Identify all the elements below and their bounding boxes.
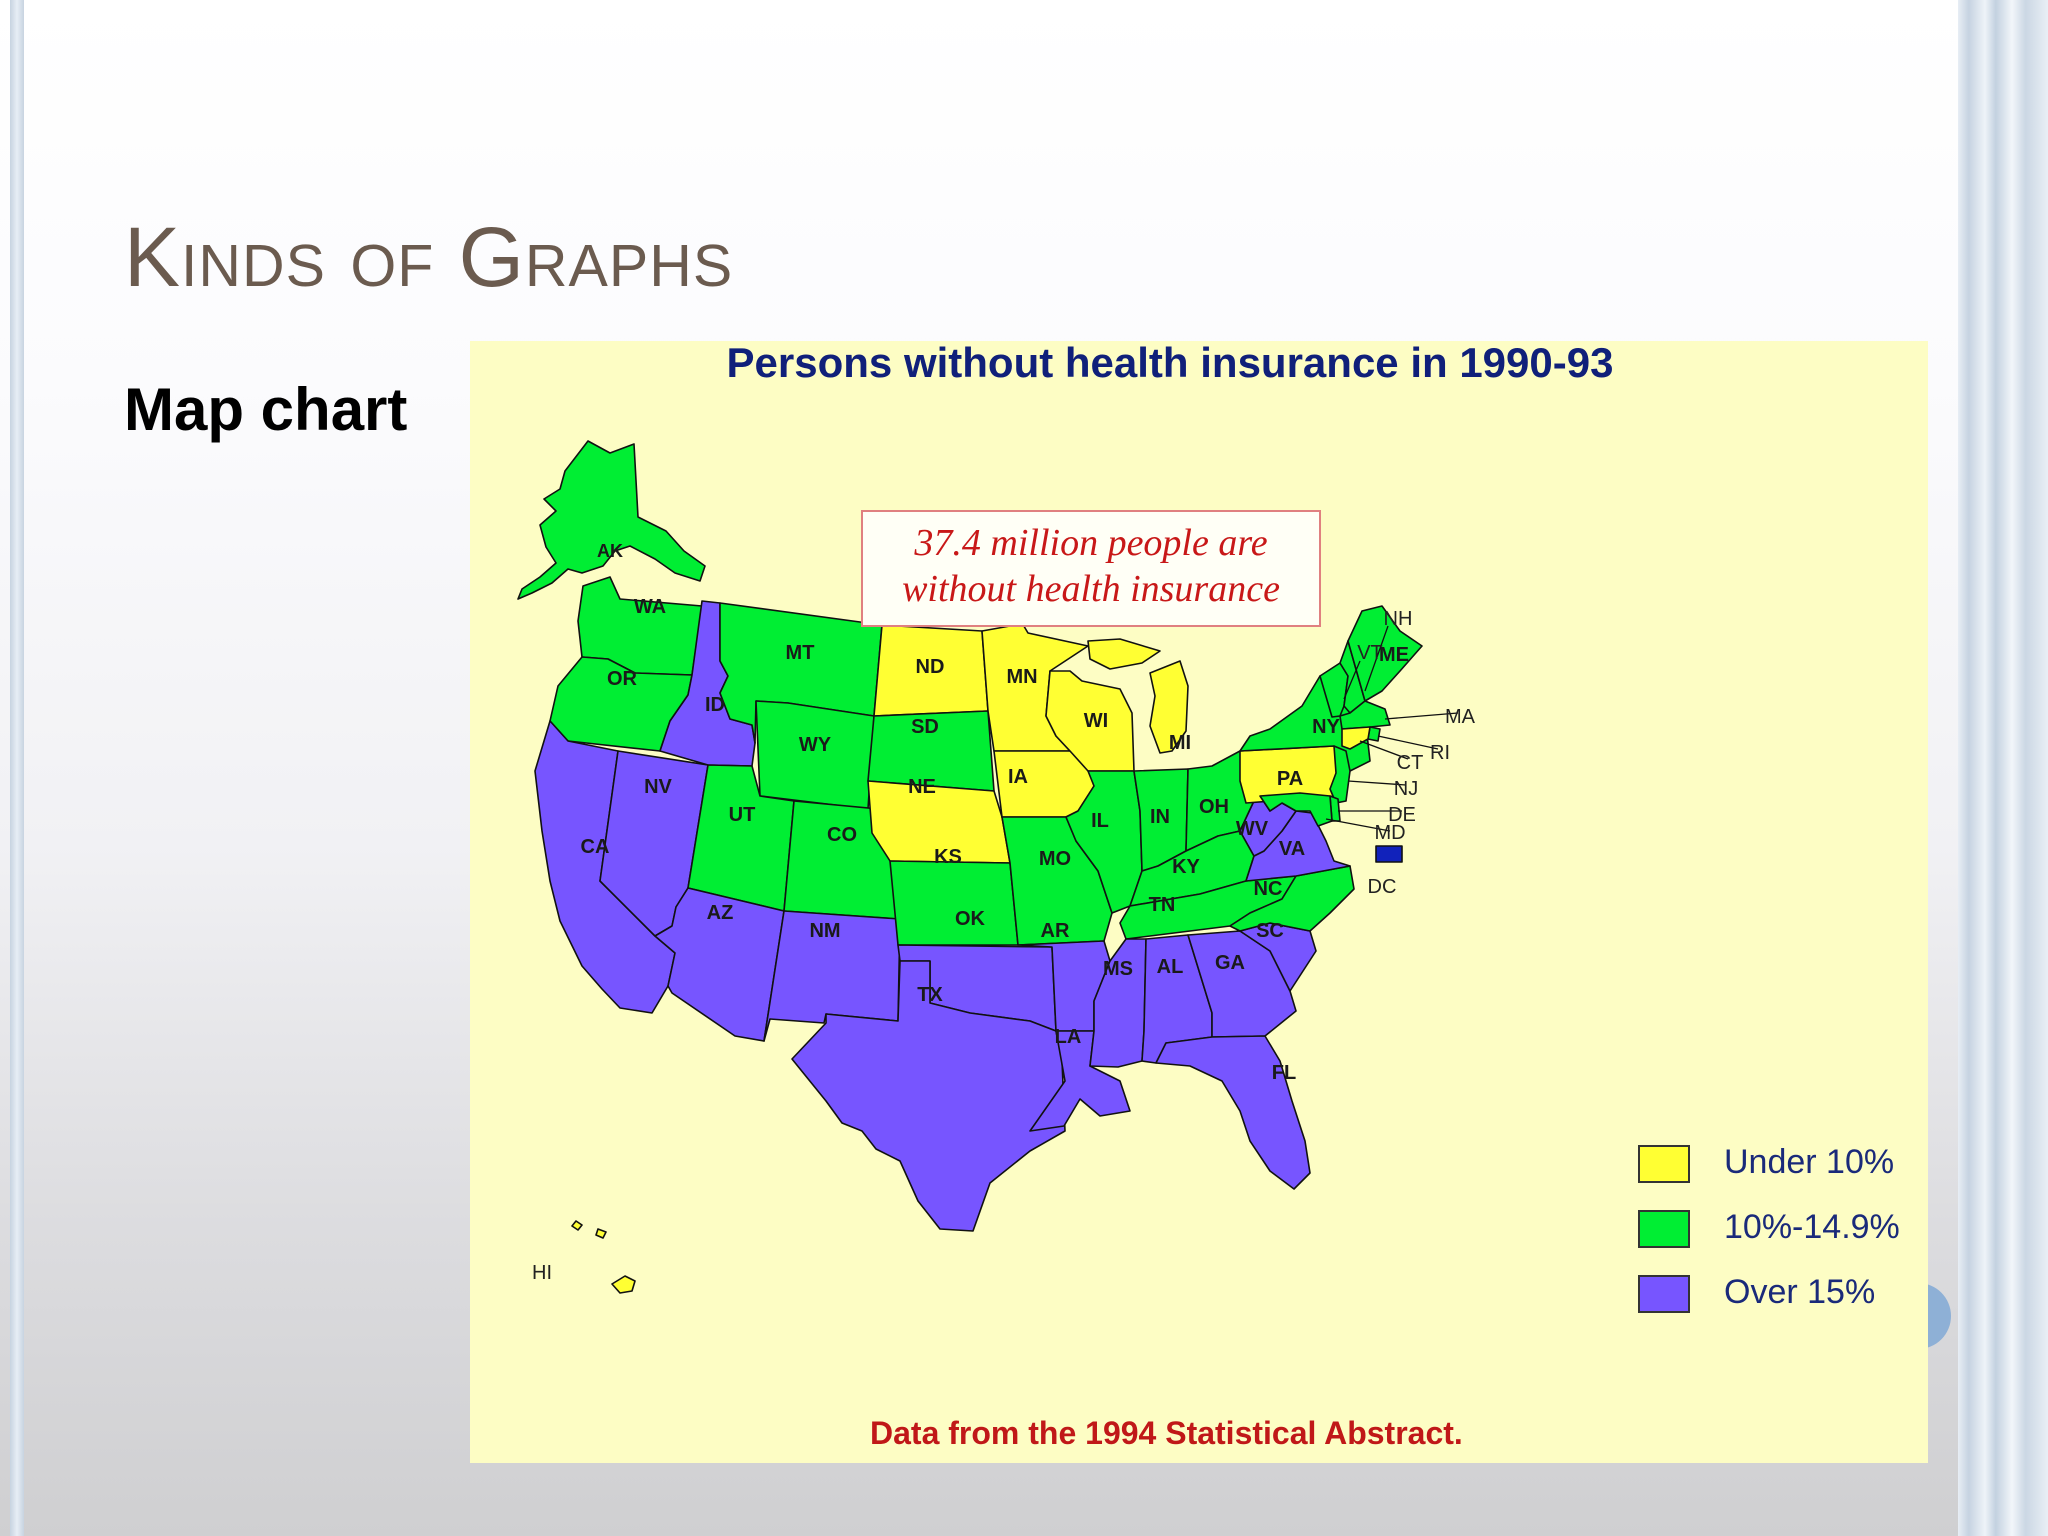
legend-swatch-yellow <box>1638 1145 1690 1183</box>
state-ks <box>889 860 1019 946</box>
state-label-me: ME <box>1379 644 1409 666</box>
state-label-ut: UT <box>729 804 756 826</box>
state-label-de: DE <box>1388 804 1416 826</box>
state-label-ms: MS <box>1103 958 1133 980</box>
slide-frame-right <box>1958 0 2048 1536</box>
legend-item-mid: 10%-14.9% <box>1638 1204 1928 1254</box>
state-label-id: ID <box>705 694 725 716</box>
state-label-ar: AR <box>1041 920 1070 942</box>
slide-title: Kinds of Graphs <box>124 210 734 304</box>
legend-label: Under 10% <box>1724 1143 1895 1181</box>
leader-line-md <box>1325 818 1391 832</box>
state-fl <box>1155 1035 1311 1190</box>
us-map: AK HI WA OR CA NV ID MT WY UT CO AZ NM ND SD NE KS OK TX MN… <box>517 341 1614 1451</box>
leader-line-ma <box>1384 712 1459 720</box>
map-chart: AK HI WA OR CA NV ID MT WY UT CO AZ NM ND SD NE KS OK TX MN… <box>470 341 1928 1463</box>
slide-subtitle: Map chart <box>124 376 408 443</box>
callout-box <box>861 510 1321 627</box>
state-label-tx: TX <box>917 984 943 1006</box>
legend-swatch-green <box>1638 1210 1690 1248</box>
state-nc <box>1229 865 1355 932</box>
state-label-la: LA <box>1055 1026 1082 1048</box>
data-source: Data from the 1994 Statistical Abstract. <box>870 1415 1463 1451</box>
state-label-ia: IA <box>1008 766 1028 788</box>
state-label-nj: NJ <box>1394 778 1418 800</box>
state-label-wa: WA <box>634 596 666 618</box>
callout-line2: without health insurance <box>902 568 1280 610</box>
state-label-ri: RI <box>1430 742 1450 764</box>
state-label-wy: WY <box>799 734 832 756</box>
state-label-ky: KY <box>1172 856 1200 878</box>
state-label-ny: NY <box>1312 716 1340 738</box>
state-label-dc: DC <box>1368 876 1397 898</box>
state-label-ga: GA <box>1215 952 1245 974</box>
state-label-hi: HI <box>532 1262 552 1284</box>
legend-label: Over 15% <box>1724 1273 1876 1311</box>
leader-line-vt <box>1343 660 1361 700</box>
legend-swatch-purple <box>1638 1275 1690 1313</box>
state-label-wv: WV <box>1236 818 1269 840</box>
legend-item-over15: Over 15% <box>1638 1269 1928 1319</box>
state-label-mn: MN <box>1006 666 1037 688</box>
state-label-tn: TN <box>1149 894 1176 916</box>
state-label-pa: PA <box>1277 768 1303 790</box>
state-label-ak: AK <box>597 541 623 561</box>
leader-line-nj <box>1347 780 1407 786</box>
state-label-sc: SC <box>1256 920 1284 942</box>
legend-label: 10%-14.9% <box>1724 1208 1900 1246</box>
state-label-nd: ND <box>916 656 945 678</box>
state-dc <box>1375 845 1403 863</box>
state-me <box>1347 605 1423 702</box>
state-label-fl: FL <box>1272 1062 1296 1084</box>
state-label-nm: NM <box>809 920 840 942</box>
state-label-ne: NE <box>908 776 936 798</box>
state-label-mo: MO <box>1039 848 1071 870</box>
state-label-oh: OH <box>1199 796 1229 818</box>
state-label-ks: KS <box>934 846 962 868</box>
state-label-nc: NC <box>1254 878 1283 900</box>
state-label-sd: SD <box>911 716 939 738</box>
state-label-ok: OK <box>955 908 986 930</box>
state-label-al: AL <box>1157 956 1184 978</box>
callout-line1: 37.4 million people are <box>913 522 1267 564</box>
state-mi <box>1087 638 1189 754</box>
state-label-in: IN <box>1150 806 1170 828</box>
state-ak <box>517 440 706 600</box>
state-nj <box>1329 745 1351 804</box>
state-label-az: AZ <box>707 902 734 924</box>
state-label-ma: MA <box>1445 706 1476 728</box>
map-title: Persons without health insurance in 1990… <box>727 341 1614 386</box>
leader-line-nh <box>1364 625 1389 692</box>
state-label-ca: CA <box>581 836 610 858</box>
state-label-mt: MT <box>786 642 815 664</box>
legend-item-under10: Under 10% <box>1638 1139 1928 1189</box>
state-label-or: OR <box>607 668 638 690</box>
state-hi <box>571 1220 636 1294</box>
state-label-nv: NV <box>644 776 672 798</box>
state-label-vt: VT <box>1357 642 1383 664</box>
state-md <box>1259 792 1333 827</box>
state-label-md: MD <box>1374 822 1405 844</box>
slide-frame-left <box>10 0 24 1536</box>
state-label-ct: CT <box>1397 752 1424 774</box>
state-label-wi: WI <box>1084 710 1108 732</box>
state-ct <box>1341 726 1371 750</box>
state-label-mi: MI <box>1169 732 1191 754</box>
state-label-il: IL <box>1091 810 1109 832</box>
state-label-nh: NH <box>1384 608 1413 630</box>
state-label-va: VA <box>1279 838 1305 860</box>
leader-line-ri <box>1377 735 1439 750</box>
state-label-co: CO <box>827 824 857 846</box>
state-tx <box>791 960 1066 1232</box>
leader-line-ct <box>1359 740 1409 760</box>
